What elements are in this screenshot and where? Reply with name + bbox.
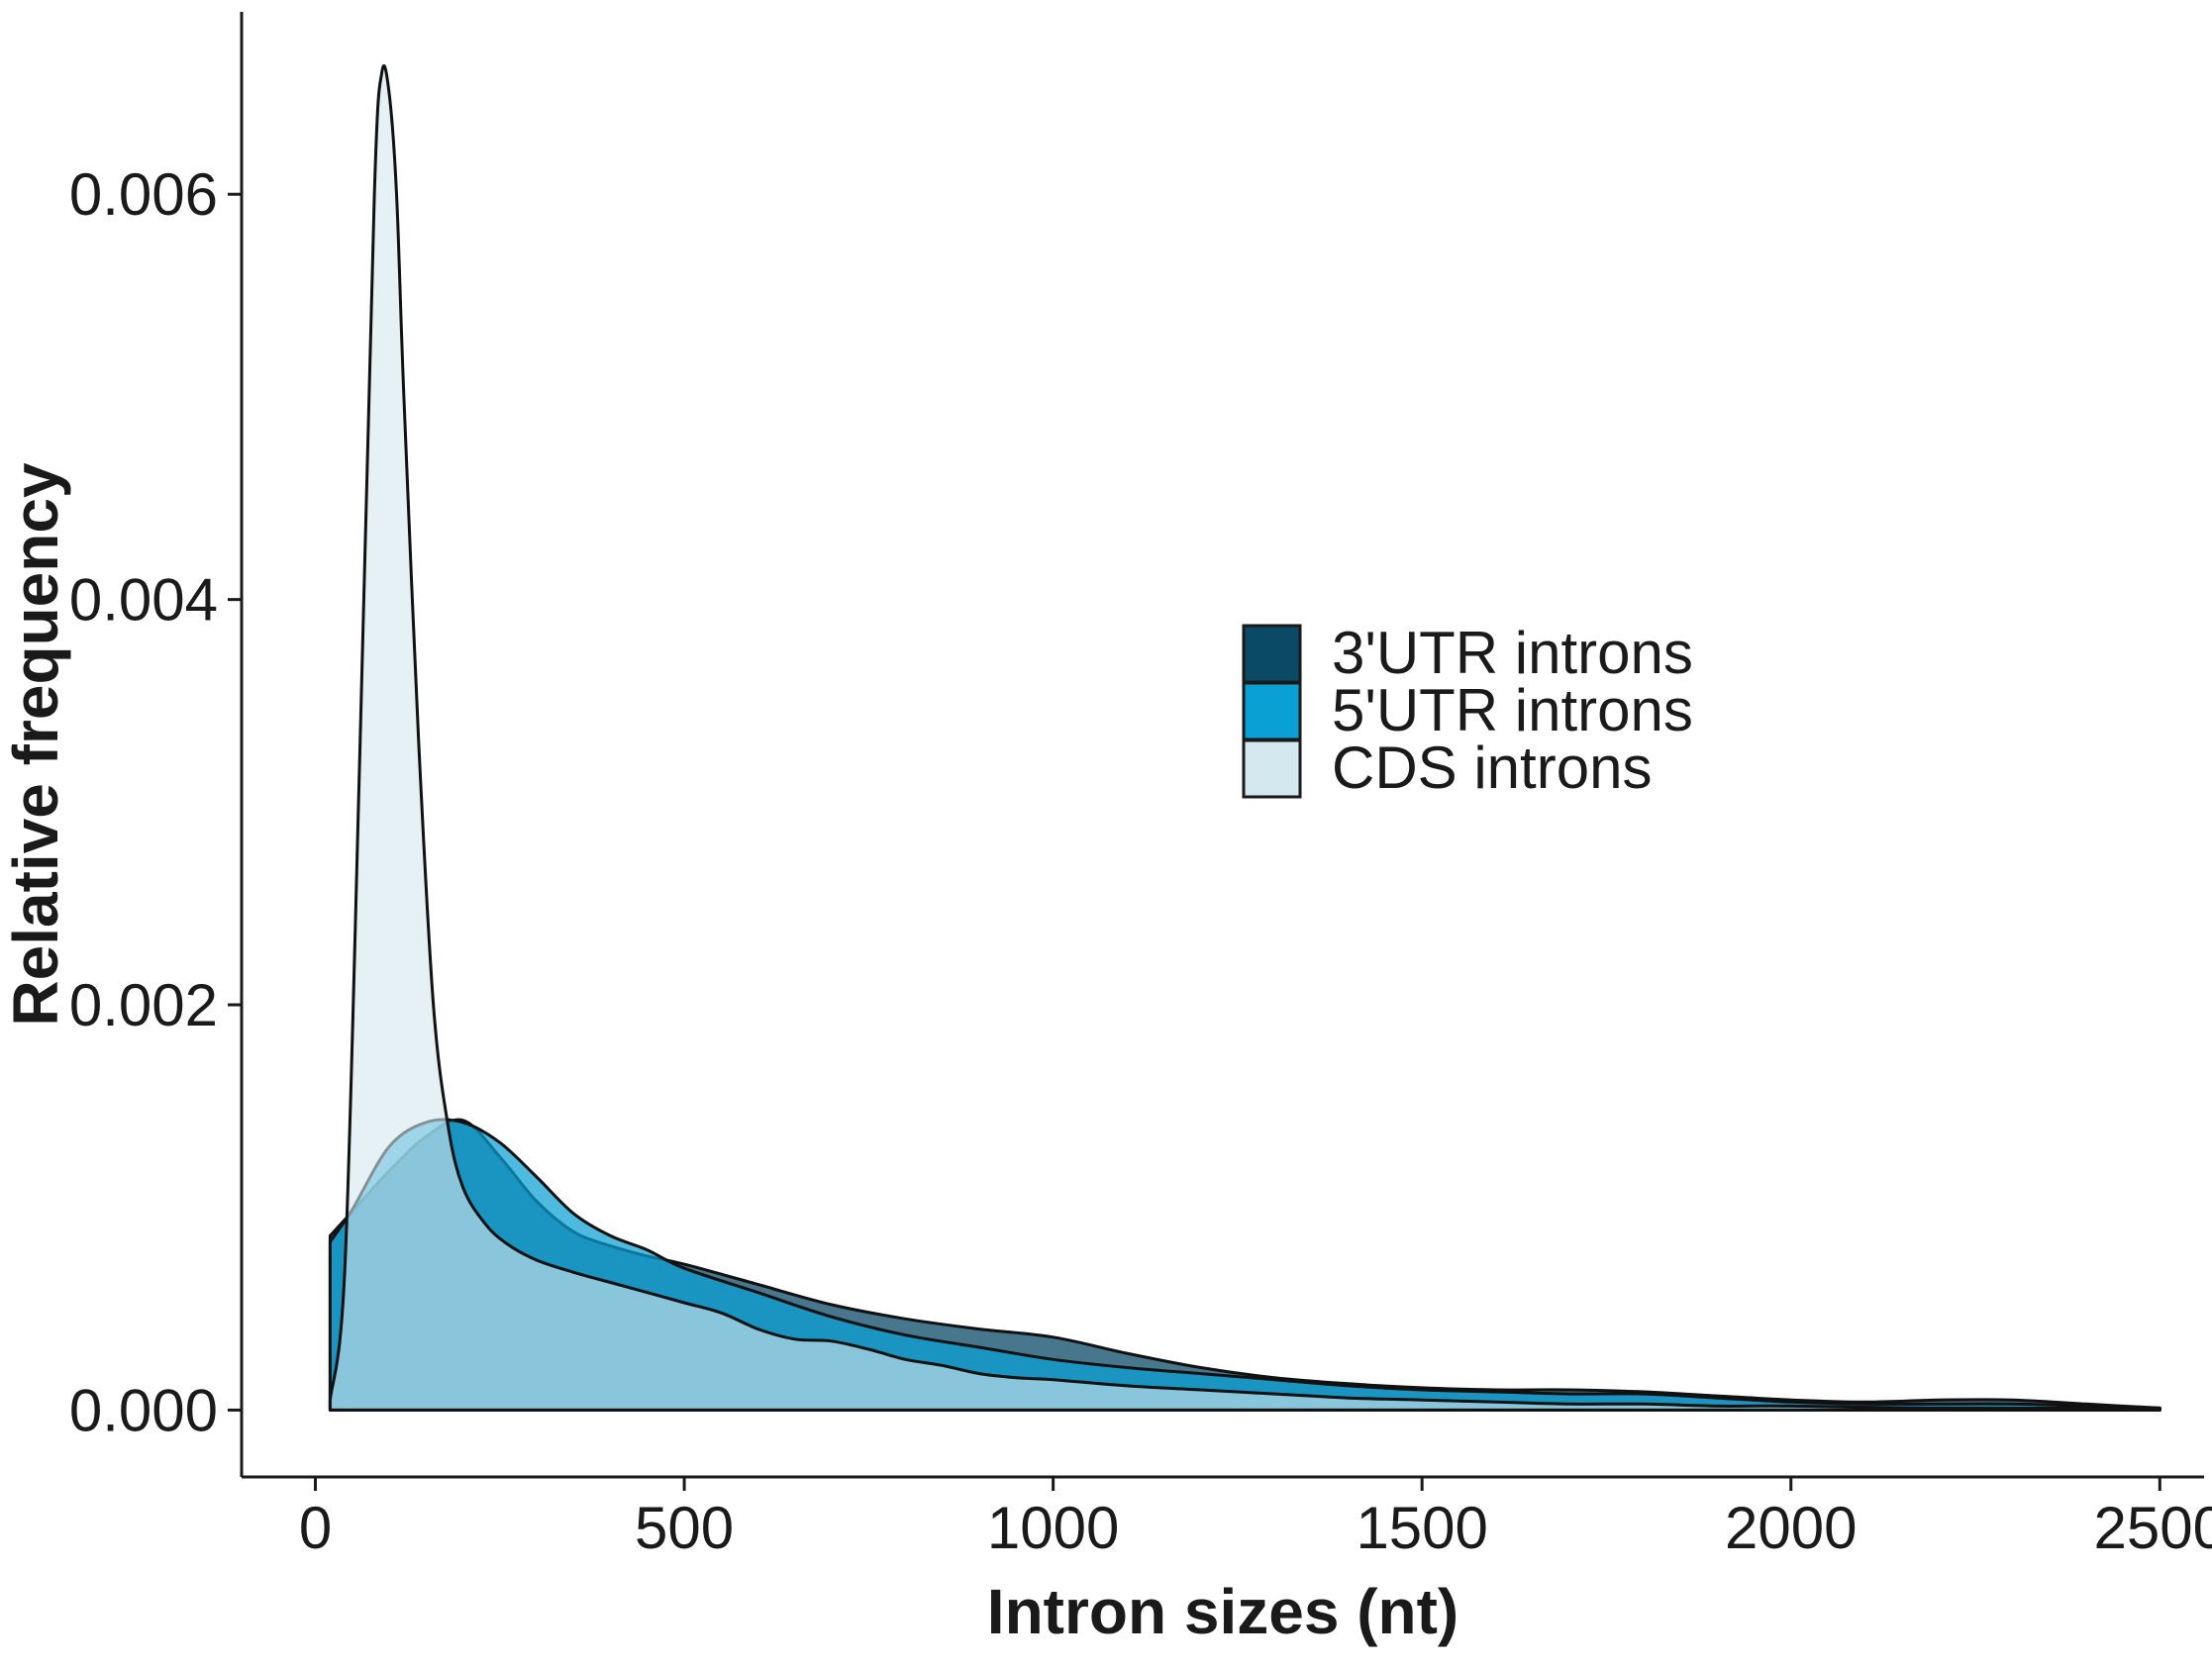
legend-label-2: CDS introns <box>1332 735 1652 801</box>
y-tick-label: 0.004 <box>69 567 218 634</box>
axes <box>240 12 2204 1479</box>
x-tick-label: 1000 <box>987 1495 1119 1561</box>
density-areas <box>328 64 2162 1412</box>
x-tick-label: 0 <box>299 1495 332 1561</box>
legend-key-0 <box>1242 624 1302 684</box>
y-axis-title: Relative frequency <box>0 462 71 1027</box>
legend-label-1: 5'UTR introns <box>1332 677 1693 743</box>
x-tick-label: 2000 <box>1725 1495 1857 1561</box>
legend-key-1 <box>1242 681 1302 741</box>
x-tick-label: 500 <box>635 1495 734 1561</box>
density-area-2 <box>328 64 2162 1412</box>
legend-key-2 <box>1242 738 1302 799</box>
legend-label-0: 3'UTR introns <box>1332 620 1693 686</box>
x-axis-title: Intron sizes (nt) <box>987 1576 1458 1647</box>
x-tick-label: 2500 <box>2094 1495 2212 1561</box>
y-tick-label: 0.000 <box>69 1377 218 1443</box>
y-tick-label: 0.006 <box>69 161 218 228</box>
axis-ticks: 0 500 1000 1500 2000 2500 0.000 0.002 0.004 0.006 <box>69 161 2212 1561</box>
x-tick-label: 1500 <box>1356 1495 1487 1561</box>
y-tick-label: 0.002 <box>69 972 218 1038</box>
